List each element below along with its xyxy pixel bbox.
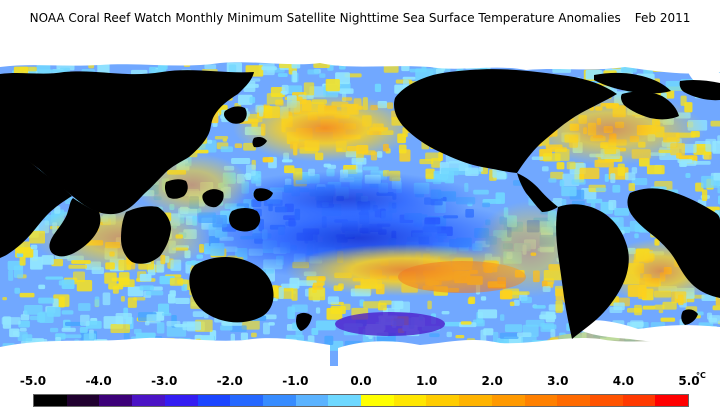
temperature-unit: °C	[696, 371, 706, 380]
legend-tick-5: 0.0	[350, 374, 372, 388]
legend-swatch-18	[622, 395, 656, 406]
legend-tick-6: 1.0	[415, 374, 438, 388]
legend-swatch-13	[459, 395, 492, 406]
legend-swatch-6	[230, 395, 263, 406]
legend-swatch-11	[393, 395, 427, 406]
legend-tick-9: 4.0	[612, 374, 635, 388]
map-frame	[0, 36, 720, 366]
legend-swatch-2	[99, 395, 133, 406]
legend-swatch-7	[262, 395, 296, 406]
legend-color-bar	[33, 394, 689, 407]
legend-swatch-3	[132, 395, 165, 406]
map-date: Feb 2011	[634, 11, 691, 25]
legend-tick-10: 5.0	[678, 374, 700, 388]
land-layer	[0, 69, 720, 339]
legend-tick-4: -1.0	[282, 374, 309, 388]
map-title: NOAA Coral Reef Watch Monthly Minimum Sa…	[0, 0, 720, 36]
color-legend: -5.0 -4.0 -3.0 -2.0 -1.0 0.0 1.0 2.0 3.0 4.0 5.0 °…	[0, 366, 720, 411]
legend-swatch-12	[426, 395, 460, 406]
legend-swatch-1	[66, 395, 100, 406]
legend-swatch-19	[655, 395, 689, 406]
map-title-text: NOAA Coral Reef Watch Monthly Minimum Sa…	[29, 11, 621, 25]
legend-swatch-0	[34, 395, 67, 406]
legend-tick-0: -5.0	[19, 374, 47, 388]
legend-tick-2: -3.0	[151, 374, 178, 388]
legend-swatch-8	[295, 395, 329, 406]
legend-tick-1: -4.0	[85, 374, 112, 388]
legend-swatch-4	[164, 395, 198, 406]
legend-swatch-9	[328, 395, 362, 406]
legend-swatch-14	[491, 395, 525, 406]
legend-tick-8: 3.0	[547, 374, 569, 388]
legend-tick-7: 2.0	[481, 374, 503, 388]
legend-swatch-15	[524, 395, 558, 406]
anomaly-map	[0, 36, 720, 366]
legend-tick-3: -2.0	[216, 374, 243, 388]
legend-swatch-10	[361, 395, 394, 406]
sea-ice-layer	[0, 36, 720, 366]
legend-ticks: -5.0 -4.0 -3.0 -2.0 -1.0 0.0 1.0 2.0 3.0 4.0 5.0	[0, 374, 720, 390]
legend-swatch-5	[197, 395, 231, 406]
legend-swatch-17	[589, 395, 623, 406]
legend-swatch-16	[557, 395, 590, 406]
